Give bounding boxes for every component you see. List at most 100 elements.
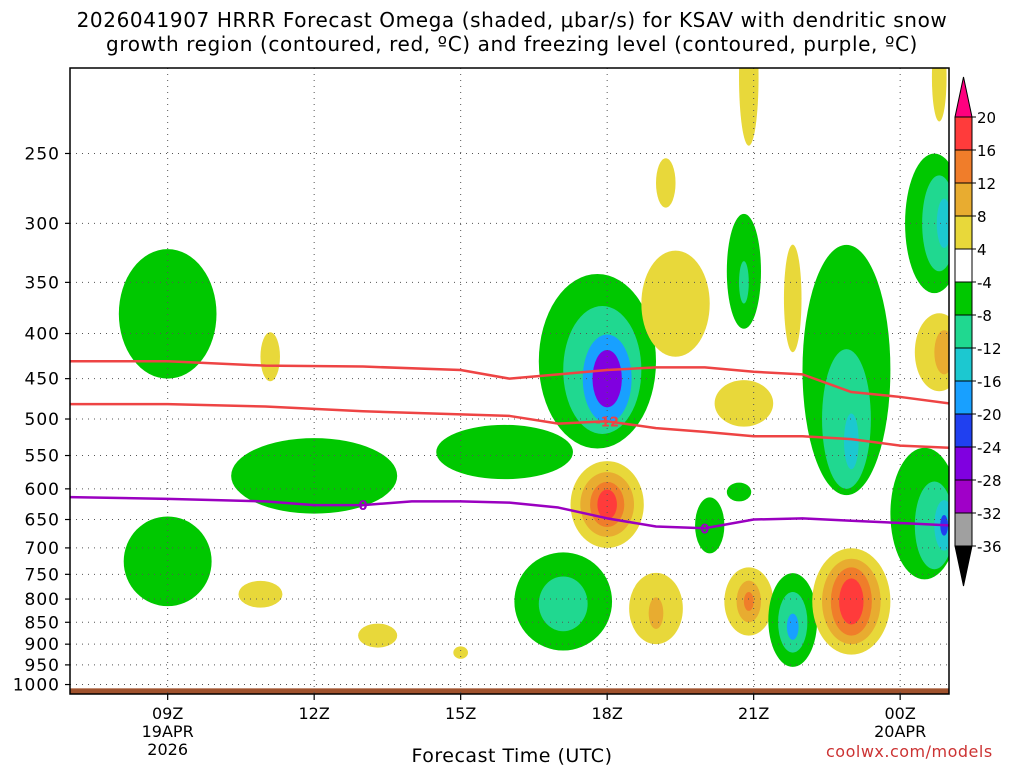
x-tick-label: 18Z: [592, 704, 623, 723]
colorbar-swatch: [954, 215, 973, 250]
colorbar-swatch: [954, 281, 973, 316]
contour-layer: -12 0 0: [70, 359, 949, 537]
omega-negative-area: [118, 249, 217, 379]
omega-negative-area: [592, 349, 622, 408]
omega-negative-area: [726, 482, 752, 502]
omega-negative-area: [123, 516, 212, 607]
y-tick-label: 850: [25, 613, 60, 633]
colorbar-swatch: [954, 479, 973, 514]
x-tick-label: 09Z: [152, 704, 183, 723]
colorbar-swatch: [954, 116, 973, 151]
colorbar-swatch: [954, 314, 973, 349]
colorbar-swatch: [954, 512, 973, 547]
y-tick-label: 350: [25, 273, 60, 293]
colorbar-swatch: [954, 248, 973, 283]
y-tick-label: 550: [25, 447, 60, 467]
colorbar-label: -32: [977, 505, 1002, 523]
omega-positive-area: [714, 380, 774, 427]
omega-positive-area: [934, 330, 949, 375]
omega-negative-area: [739, 261, 749, 304]
freezing-level-label: 0: [358, 499, 367, 514]
omega-negative-area: [786, 613, 799, 640]
omega-negative-area: [936, 198, 949, 249]
plot-frame: [69, 67, 950, 695]
omega-positive-area: [648, 597, 664, 629]
omega-negative-area: [538, 576, 588, 632]
y-tick-label: 650: [25, 511, 60, 531]
x-tick-date-label: 20APR: [874, 722, 926, 741]
omega-positive-area: [743, 592, 754, 611]
omega-positive-area: [453, 646, 468, 659]
colorbar-label: -28: [977, 472, 1002, 490]
colorbar-swatch: [954, 380, 973, 415]
y-tick-label: 700: [25, 539, 60, 559]
y-tick-label: 450: [25, 370, 60, 390]
y-tick-label: 600: [25, 480, 60, 500]
omega-positive-area: [931, 68, 947, 122]
chart-title-line-1: 2026041907 HRRR Forecast Omega (shaded, …: [76, 8, 948, 32]
colorbar-label: 4: [977, 241, 987, 259]
y-tick-label: 750: [25, 565, 60, 585]
colorbar-label: -8: [977, 307, 992, 325]
colorbar-label: -12: [977, 340, 1002, 358]
colorbar-top-arrow: [954, 76, 973, 118]
x-axis-label: Forecast Time (UTC): [411, 745, 613, 767]
colorbar-swatch: [954, 182, 973, 217]
y-tick-label: 900: [25, 635, 60, 655]
colorbar-label: 20: [977, 109, 996, 127]
surface-terrain-band: [70, 688, 949, 694]
colorbar-swatch: [954, 347, 973, 382]
omega-negative-area: [922, 175, 949, 272]
x-tick-date-label: 19APR: [142, 722, 194, 741]
x-tick-label: 21Z: [738, 704, 769, 723]
credit-text: coolwx.com/models: [826, 742, 993, 761]
omega-positive-area: [739, 68, 759, 146]
colorbar-swatch: [954, 413, 973, 448]
colorbar-label: -24: [977, 439, 1002, 457]
colorbar-label: 12: [977, 175, 996, 193]
colorbar-label: 16: [977, 142, 996, 160]
omega-positive-area: [260, 332, 280, 382]
omega-positive-area: [238, 580, 283, 608]
y-tick-label: 800: [25, 590, 60, 610]
x-tick-label: 15Z: [445, 704, 476, 723]
omega-positive-area: [641, 250, 710, 357]
y-tick-label: 250: [25, 144, 60, 164]
y-axis: 2503003504004505005506006507007508008509…: [13, 144, 70, 696]
omega-shading-layer: [70, 68, 949, 694]
omega-negative-area: [231, 438, 398, 514]
y-tick-label: 950: [25, 656, 60, 676]
omega-positive-area: [358, 623, 398, 648]
freezing-level-contour: [70, 495, 949, 530]
y-tick-label: 500: [25, 410, 60, 430]
dotted-gridlines: [70, 68, 949, 694]
x-tick-label: 00Z: [885, 704, 916, 723]
colorbar-label: -16: [977, 373, 1002, 391]
y-tick-label: 300: [25, 214, 60, 234]
colorbar: 20 16 12 8 4 -4 -8 -12 -16 -20 -24 -28 -32 -36: [954, 76, 1002, 587]
dendritic-growth-top-contour: [70, 359, 949, 405]
dendritic-growth-bottom-contour: [70, 402, 949, 450]
colorbar-label: -20: [977, 406, 1002, 424]
omega-positive-area: [839, 578, 864, 625]
omega-positive-area: [656, 158, 676, 208]
omega-negative-area: [844, 413, 859, 470]
colorbar-bottom-arrow: [954, 545, 973, 587]
colorbar-label: 8: [977, 208, 987, 226]
y-tick-label: 400: [25, 325, 60, 345]
omega-negative-area: [436, 424, 573, 480]
colorbar-swatch: [954, 446, 973, 481]
freezing-level-label: 0: [700, 522, 709, 537]
colorbar-label: -4: [977, 274, 992, 292]
x-tick-year-label: 2026: [147, 740, 188, 759]
y-tick-label: 1000: [13, 676, 60, 696]
omega-negative-area: [695, 497, 725, 554]
dendritic-growth-bottom-label: -12: [595, 415, 619, 430]
omega-positive-area: [783, 244, 802, 353]
colorbar-swatch: [954, 149, 973, 184]
x-tick-label: 12Z: [299, 704, 330, 723]
omega-negative-area: [822, 349, 871, 489]
chart-title-line-2: growth region (contoured, red, ºC) and f…: [106, 32, 918, 56]
